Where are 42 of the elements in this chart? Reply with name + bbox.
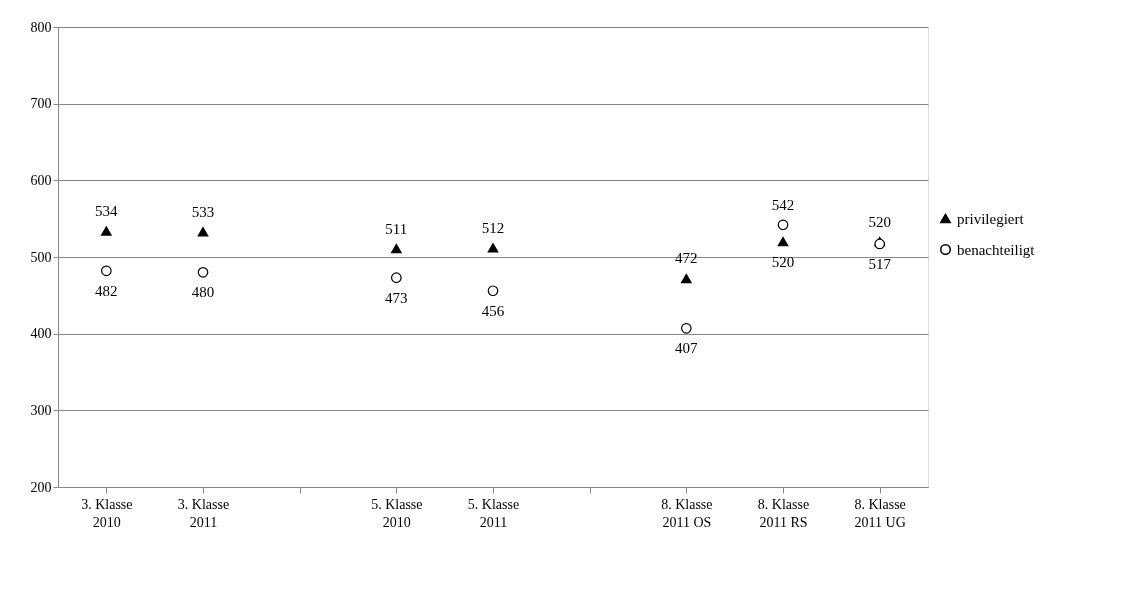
y-tick-label: 200 xyxy=(30,479,52,495)
y-tick-label: 500 xyxy=(30,249,52,265)
point xyxy=(390,243,402,254)
data-label: 480 xyxy=(191,284,215,301)
x-tick-label: 8. Klasse 2011 UG xyxy=(854,496,906,530)
point xyxy=(680,322,692,334)
x-tick-label: 3. Klasse 2010 xyxy=(81,496,133,530)
x-tick-label: 5. Klasse 2011 xyxy=(467,496,520,530)
data-label: 534 xyxy=(95,202,119,219)
point xyxy=(390,272,402,284)
data-label: 473 xyxy=(385,289,408,306)
point xyxy=(487,285,499,297)
data-label: 520 xyxy=(868,213,891,230)
x-tick-label: 8. Klasse 2011 RS xyxy=(757,496,810,530)
point xyxy=(197,226,209,237)
y-tick-label: 400 xyxy=(30,326,52,342)
data-label: 456 xyxy=(481,302,505,319)
point xyxy=(100,226,112,236)
point xyxy=(487,243,499,253)
data-label: 512 xyxy=(481,219,505,236)
point xyxy=(680,273,692,284)
point xyxy=(100,265,112,277)
data-label: 542 xyxy=(771,196,795,213)
legend-label: benachteiligt xyxy=(957,241,1036,258)
point xyxy=(777,236,789,247)
data-label: 517 xyxy=(868,255,892,272)
point xyxy=(777,219,789,231)
x-tick-label: 3. Klasse 2011 xyxy=(177,496,230,530)
legend-label: privilegiert xyxy=(957,210,1025,227)
data-label: 511 xyxy=(385,220,408,237)
y-tick-label: 600 xyxy=(30,172,52,188)
x-tick-label: 8. Klasse 2011 OS xyxy=(661,496,713,530)
data-label: 533 xyxy=(191,203,215,220)
data-label: 407 xyxy=(675,340,699,357)
y-tick-label: 800 xyxy=(30,19,52,35)
y-tick-label: 300 xyxy=(30,402,52,418)
data-label: 472 xyxy=(675,250,698,267)
y-tick-label: 700 xyxy=(30,96,52,112)
data-label: 520 xyxy=(771,253,795,270)
point xyxy=(197,267,209,278)
x-tick-label: 5. Klasse 2010 xyxy=(371,496,423,530)
data-label: 482 xyxy=(95,282,118,299)
